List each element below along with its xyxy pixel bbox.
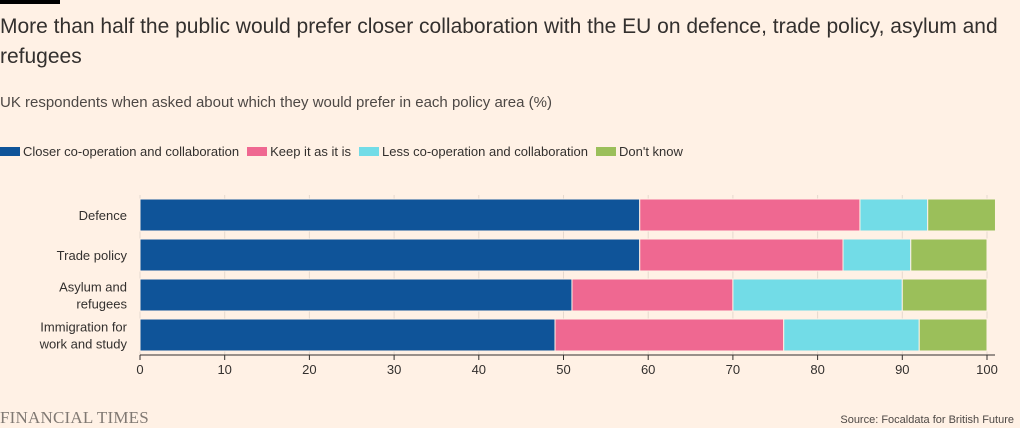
category-label: Defence <box>79 208 127 223</box>
x-tick-label: 50 <box>556 362 570 377</box>
x-tick-label: 30 <box>387 362 401 377</box>
legend-label: Don't know <box>618 144 683 159</box>
bar-segment <box>139 318 556 352</box>
source-note: Source: Focaldata for British Future <box>840 414 1014 426</box>
bar-segment <box>139 198 641 232</box>
category-label: Trade policy <box>57 248 128 263</box>
bar-segment <box>859 198 929 232</box>
legend-swatch <box>359 147 380 156</box>
bar-segment <box>571 278 734 312</box>
category-label: refugees <box>76 297 127 312</box>
bar-segment <box>927 198 996 232</box>
x-tick-label: 90 <box>895 362 909 377</box>
x-tick-label: 100 <box>976 362 998 377</box>
x-tick-label: 70 <box>726 362 740 377</box>
legend-label: Less co-operation and collaboration <box>382 144 588 159</box>
legend-label: Closer co-operation and collaboration <box>23 144 240 159</box>
x-tick-label: 0 <box>136 362 143 377</box>
legend-swatch <box>0 147 20 156</box>
x-tick-label: 10 <box>217 362 231 377</box>
category-label: work and study <box>39 337 128 352</box>
bar-segment <box>639 198 861 232</box>
bar-segment <box>918 318 988 352</box>
x-tick-label: 20 <box>302 362 316 377</box>
brand-top-bar <box>0 0 60 4</box>
legend-swatch <box>595 147 616 156</box>
bar-segment <box>732 278 903 312</box>
x-tick-label: 40 <box>472 362 486 377</box>
legend-item-keep: Keep it as it is <box>247 144 351 159</box>
legend-label: Keep it as it is <box>270 144 352 159</box>
ft-logo: FINANCIAL TIMES <box>0 408 149 427</box>
bar-segment <box>139 278 573 312</box>
x-tick-label: 60 <box>641 362 655 377</box>
bar-segment <box>639 238 844 272</box>
legend-item-dont-know: Don't know <box>595 144 683 159</box>
category-label: Asylum and <box>59 280 127 295</box>
x-tick-label: 80 <box>810 362 824 377</box>
bar-segment <box>783 318 920 352</box>
legend-item-closer: Closer co-operation and collaboration <box>0 144 239 159</box>
bar-segment <box>901 278 988 312</box>
chart-subtitle: UK respondents when asked about which th… <box>0 94 552 111</box>
category-label: Immigration for <box>40 320 127 335</box>
bar-segment <box>554 318 785 352</box>
chart-legend: Closer co-operation and collaboration Ke… <box>0 144 691 159</box>
legend-swatch <box>247 147 268 156</box>
bar-segment <box>139 238 641 272</box>
bar-segment <box>910 238 988 272</box>
legend-item-less: Less co-operation and collaboration <box>359 144 588 159</box>
bar-segment <box>842 238 912 272</box>
chart-title: More than half the public would prefer c… <box>0 15 998 68</box>
stacked-bar-chart: Defence Trade policy Asylum and refugees Imm… <box>39 195 998 377</box>
